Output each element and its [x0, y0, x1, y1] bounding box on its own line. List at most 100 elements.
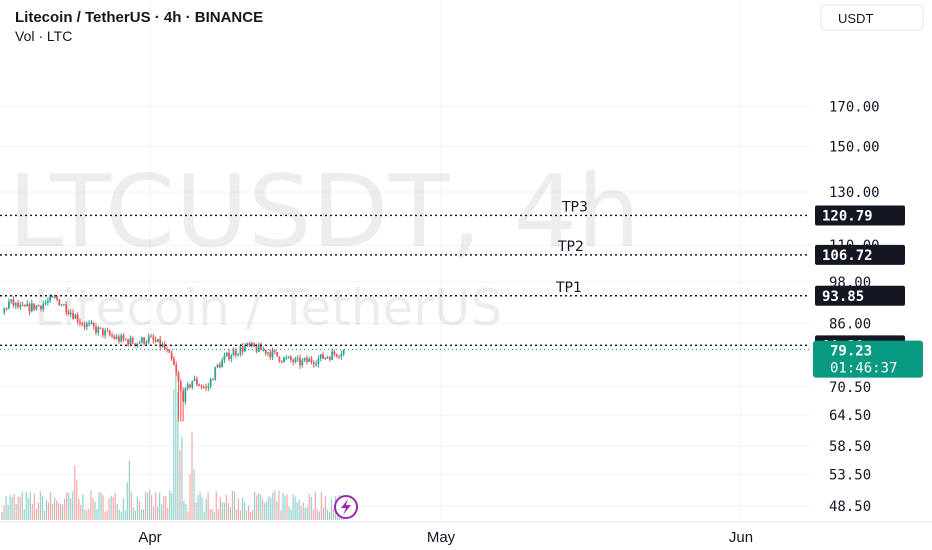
candle-body[interactable] [179, 381, 182, 391]
candle-body[interactable] [40, 305, 42, 309]
candle-body[interactable] [127, 339, 129, 345]
candle-body[interactable] [60, 305, 63, 307]
candle-body[interactable] [317, 358, 320, 365]
candle-body[interactable] [322, 354, 324, 359]
candle-body[interactable] [239, 346, 242, 355]
candle-body[interactable] [49, 296, 52, 301]
candle-body[interactable] [182, 390, 185, 402]
candle-body[interactable] [186, 384, 189, 389]
candle-body[interactable] [340, 354, 343, 357]
candle-body[interactable] [319, 354, 322, 359]
candle-body[interactable] [170, 352, 173, 359]
time-axis[interactable]: Apr May Jun [0, 521, 932, 546]
candle-body[interactable] [150, 336, 152, 338]
candle-body[interactable] [168, 350, 171, 353]
candle-body[interactable] [267, 352, 269, 354]
candle-body[interactable] [342, 350, 345, 355]
candle-body[interactable] [184, 388, 187, 402]
candle-body[interactable] [19, 304, 22, 308]
candle-body[interactable] [76, 315, 79, 322]
candle-body[interactable] [191, 380, 194, 388]
candle-body[interactable] [283, 357, 285, 362]
candle-body[interactable] [138, 342, 141, 344]
candle-body[interactable] [122, 335, 125, 340]
candle-body[interactable] [136, 343, 139, 346]
candle-body[interactable] [131, 337, 134, 344]
candle-body[interactable] [147, 336, 150, 343]
candle-body[interactable] [58, 299, 61, 306]
candle-body[interactable] [306, 358, 308, 362]
candle-body[interactable] [51, 296, 54, 298]
candle-body[interactable] [26, 303, 29, 307]
candle-body[interactable] [154, 340, 157, 342]
candle-body[interactable] [33, 303, 35, 310]
candle-body[interactable] [99, 327, 102, 329]
candle-body[interactable] [120, 335, 123, 342]
candle-body[interactable] [37, 305, 40, 307]
candle-body[interactable] [163, 344, 166, 350]
candle-body[interactable] [129, 337, 132, 345]
candle-body[interactable] [198, 384, 201, 386]
candle-body[interactable] [56, 296, 58, 300]
candle-body[interactable] [10, 299, 13, 302]
candle-body[interactable] [276, 351, 279, 357]
candle-body[interactable] [260, 344, 262, 350]
candle-body[interactable] [152, 336, 155, 341]
candle-body[interactable] [173, 358, 175, 366]
candle-body[interactable] [262, 349, 265, 351]
candle-body[interactable] [241, 346, 244, 352]
candle-body[interactable] [315, 364, 317, 366]
candle-body[interactable] [296, 357, 299, 359]
candle-body[interactable] [312, 362, 315, 365]
candle-body[interactable] [333, 351, 336, 355]
candle-body[interactable] [85, 323, 88, 327]
candle-body[interactable] [30, 303, 33, 312]
candle-body[interactable] [234, 350, 237, 356]
candle-body[interactable] [79, 321, 81, 324]
candle-body[interactable] [294, 358, 297, 363]
candle-body[interactable] [287, 356, 290, 358]
candle-body[interactable] [159, 339, 162, 347]
candle-body[interactable] [53, 296, 56, 298]
candle-body[interactable] [97, 327, 100, 333]
target-levels[interactable]: TP3 TP2 TP1 [0, 199, 810, 351]
candle-body[interactable] [21, 304, 24, 306]
candle-body[interactable] [28, 303, 31, 312]
candle-body[interactable] [212, 379, 214, 381]
candle-body[interactable] [278, 356, 281, 362]
candle-body[interactable] [42, 303, 45, 309]
candle-body[interactable] [35, 305, 38, 310]
candle-body[interactable] [264, 349, 267, 354]
candle-body[interactable] [257, 344, 260, 352]
candle-body[interactable] [106, 330, 109, 332]
candle-body[interactable] [140, 337, 143, 343]
candle-body[interactable] [95, 326, 97, 333]
lightning-icon[interactable] [334, 495, 358, 519]
candle-body[interactable] [328, 357, 331, 360]
candle-body[interactable] [225, 352, 228, 357]
candle-body[interactable] [124, 339, 127, 341]
candle-body[interactable] [292, 360, 295, 363]
candle-body[interactable] [214, 367, 217, 380]
candle-body[interactable] [209, 379, 212, 387]
candle-body[interactable] [301, 360, 304, 366]
candle-body[interactable] [269, 352, 272, 358]
candle-body[interactable] [113, 336, 116, 339]
candle-body[interactable] [69, 312, 72, 315]
candle-body[interactable] [324, 357, 327, 359]
candle-body[interactable] [101, 328, 104, 336]
candle-body[interactable] [216, 364, 219, 368]
candle-body[interactable] [12, 299, 15, 306]
candle-body[interactable] [195, 378, 198, 385]
candle-body[interactable] [175, 365, 178, 373]
candle-body[interactable] [166, 349, 168, 351]
candle-body[interactable] [108, 331, 111, 335]
candle-body[interactable] [335, 354, 338, 357]
candle-body[interactable] [81, 323, 84, 326]
candle-body[interactable] [205, 387, 207, 389]
currency-button[interactable]: USDT [820, 4, 924, 31]
candle-body[interactable] [143, 337, 146, 344]
candle-body[interactable] [228, 352, 230, 360]
candle-body[interactable] [193, 378, 196, 381]
